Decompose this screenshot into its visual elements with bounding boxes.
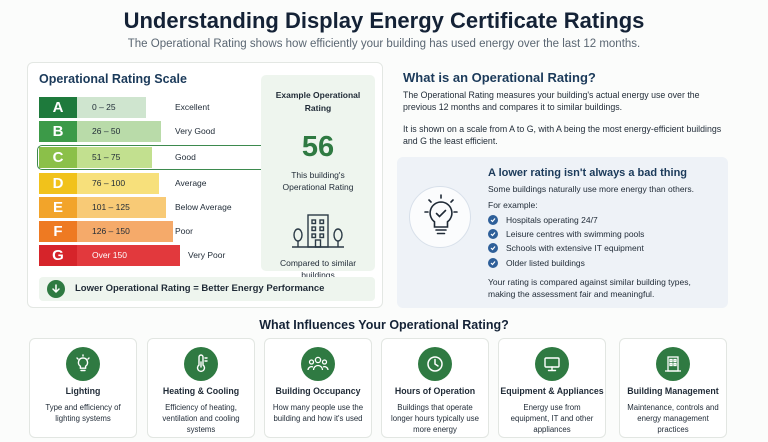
band-label: Poor [175,226,193,236]
lower-rating-panel: A lower rating isn't always a bad thing … [397,157,728,308]
card-title: Building Management [627,386,719,396]
list-item-text: Older listed buildings [506,258,585,268]
card-desc: Buildings that operate longer hours typi… [391,403,479,434]
example-value: 56 [301,131,335,163]
check-icon [488,258,498,268]
card-title: Equipment & Appliances [500,386,604,396]
card-desc: Type and efficiency of lighting systems [45,403,121,423]
list-item: Leisure centres with swimming pools [488,228,644,240]
band-range: 26 – 50 [92,126,121,136]
band-label: Very Good [175,126,216,136]
lightbulb-check-icon [409,186,471,248]
band-bar [77,245,180,266]
band-range: 51 – 75 [92,152,121,162]
example-desc: This building's Operational Rating [282,170,354,192]
band-bar [77,221,173,242]
scale-footer: Lower Operational Rating = Better Energy… [39,277,375,301]
page-subtitle: The Operational Rating shows how efficie… [127,38,641,50]
band-range: 101 – 125 [92,202,130,212]
influence-card-heating: Heating & Cooling Efficiency of heating,… [147,338,255,438]
list-item: Schools with extensive IT equipment [488,242,644,254]
card-desc: Energy use from equipment, IT and other … [510,403,594,434]
thermometer-icon [184,347,218,381]
band-label: Excellent [175,102,210,112]
band-d: D 76 – 100 [39,173,159,194]
band-letter: E [39,197,77,218]
band-letter: G [39,245,77,266]
card-desc: Efficiency of heating, ventilation and c… [162,403,240,434]
lower-rating-text: Some buildings naturally use more energy… [488,184,695,194]
building-icon [656,347,690,381]
band-g: G Over 150 [39,245,180,266]
band-bar [77,197,166,218]
band-letter: C [39,147,77,168]
band-bar [77,147,152,168]
band-range: Over 150 [92,250,127,260]
influence-card-equipment: Equipment & Appliances Energy use from e… [498,338,606,438]
band-letter: D [39,173,77,194]
card-desc: How many people use the building and how… [272,403,364,423]
lightbulb-icon [66,347,100,381]
example-title: Example Operational Rating [275,90,361,113]
what-title: What is an Operational Rating? [403,70,596,85]
band-c: C 51 – 75 [39,147,152,168]
band-label: Good [175,152,196,162]
band-label: Average [175,178,207,188]
card-title: Hours of Operation [394,386,476,396]
list-item: Older listed buildings [488,257,585,269]
band-label: Below Average [175,202,232,212]
card-title: Building Occupancy [275,386,361,396]
people-icon [301,347,335,381]
check-icon [488,215,498,225]
what-paragraph-2: It is shown on a scale from A to G, with… [403,124,722,146]
check-icon [488,229,498,239]
rating-scale-panel: Operational Rating Scale A 0 – 25 Excell… [27,62,383,308]
band-letter: B [39,121,77,142]
office-building-icon [289,211,347,251]
influences-title: What Influences Your Operational Rating? [259,318,509,332]
scale-title: Operational Rating Scale [39,72,187,86]
influence-card-occupancy: Building Occupancy How many people use t… [264,338,372,438]
clock-icon [418,347,452,381]
band-range: 0 – 25 [92,102,116,112]
monitor-icon [535,347,569,381]
list-item: Hospitals operating 24/7 [488,214,598,226]
influence-card-management: Building Management Maintenance, control… [619,338,727,438]
card-desc: Maintenance, controls and energy managem… [627,403,719,434]
band-b: B 26 – 50 [39,121,161,142]
lower-rating-example-label: For example: [488,200,538,210]
check-icon [488,243,498,253]
band-e: E 101 – 125 [39,197,166,218]
card-title: Heating & Cooling [162,386,240,396]
influence-card-hours: Hours of Operation Buildings that operat… [381,338,489,438]
band-range: 76 – 100 [92,178,126,188]
arrow-down-icon [47,280,65,298]
band-bar [77,97,146,118]
current-band-highlight [37,145,267,170]
card-title: Lighting [65,386,101,396]
page-title: Understanding Display Energy Certificate… [123,8,645,33]
band-bar [77,173,159,194]
band-letter: F [39,221,77,242]
band-range: 126 – 150 [92,226,130,236]
example-rating-card: Example Operational Rating 56 This build… [261,75,375,280]
band-f: F 126 – 150 [39,221,173,242]
scale-footer-text: Lower Operational Rating = Better Energy… [75,283,325,294]
lower-rating-title: A lower rating isn't always a bad thing [488,167,688,179]
band-a: A 0 – 25 [39,97,146,118]
influence-card-lighting: Lighting Type and efficiency of lighting… [29,338,137,438]
band-label: Very Poor [188,250,226,260]
band-letter: A [39,97,77,118]
lower-rating-footer: Your rating is compared against similar … [488,277,691,299]
what-paragraph-1: The Operational Rating measures your bui… [403,90,700,112]
band-bar [77,121,161,142]
list-item-text: Hospitals operating 24/7 [506,215,598,225]
list-item-text: Leisure centres with swimming pools [506,229,645,239]
list-item-text: Schools with extensive IT equipment [506,243,644,253]
example-compare: Compared to similar buildings [279,258,357,280]
